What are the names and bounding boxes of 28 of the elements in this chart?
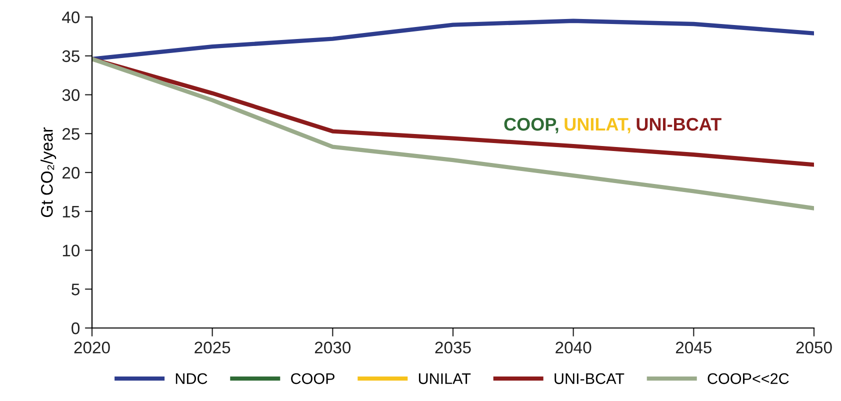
x-tick-label: 2030: [314, 342, 351, 354]
x-tick-label: 2020: [74, 342, 110, 354]
legend-label: COOP<<2C: [708, 373, 789, 384]
x-tick-label: 2050: [796, 342, 832, 354]
y-tick-label: 35: [62, 50, 80, 62]
annotation: UNILAT,: [564, 118, 630, 134]
y-tick-label: 15: [62, 206, 80, 218]
legend-label: NDC: [176, 373, 208, 384]
x-tick-label: 2035: [435, 342, 471, 354]
y-tick-label: 10: [62, 244, 80, 256]
y-tick-label: 40: [62, 11, 80, 24]
legend-label: UNI-BCAT: [554, 373, 624, 384]
y-tick-label: 5: [72, 284, 80, 296]
legend-label: UNILAT: [418, 373, 471, 384]
annotation: COOP,: [504, 118, 558, 134]
y-tick-label: 25: [62, 128, 80, 140]
y-tick-label: 30: [62, 89, 80, 101]
line-series: [92, 18, 814, 62]
annotation: UNI-BCAT: [636, 118, 722, 131]
line-series: [92, 56, 814, 167]
legend-label: COOP: [291, 373, 334, 384]
x-tick-label: 2040: [556, 342, 592, 354]
x-tick-label: 2025: [194, 342, 230, 354]
y-axis-title: Gt CO₂/year: [40, 127, 56, 218]
line-series: [92, 56, 814, 210]
x-tick-label: 2045: [676, 342, 712, 354]
y-tick-label: 20: [62, 166, 80, 179]
y-tick-label: 0: [72, 322, 80, 334]
